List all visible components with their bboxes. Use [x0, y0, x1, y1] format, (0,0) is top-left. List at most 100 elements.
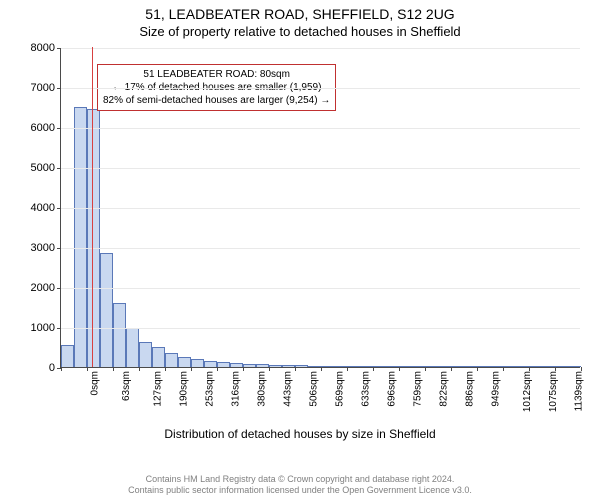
xtick-label: 253sqm	[205, 371, 216, 407]
xtick-mark	[529, 367, 530, 371]
ytick-mark	[57, 328, 61, 329]
xtick-mark	[451, 367, 452, 371]
xtick-mark	[399, 367, 400, 371]
xtick-mark	[503, 367, 504, 371]
bar	[464, 366, 476, 367]
ytick-mark	[57, 168, 61, 169]
bar	[347, 366, 359, 367]
bar	[373, 366, 385, 367]
annotation-line3: 82% of semi-detached houses are larger (…	[103, 94, 330, 107]
bar	[399, 366, 411, 367]
gridline-h	[61, 288, 580, 289]
bar	[61, 345, 73, 367]
gridline-h	[61, 248, 580, 249]
bar	[334, 366, 346, 367]
ytick-mark	[57, 88, 61, 89]
xtick-mark	[347, 367, 348, 371]
bar	[243, 364, 255, 367]
bar	[542, 366, 554, 367]
xtick-mark	[555, 367, 556, 371]
ytick-label: 7000	[31, 82, 55, 94]
xtick-mark	[139, 367, 140, 371]
bar	[529, 366, 541, 367]
bar	[100, 253, 112, 367]
gridline-h	[61, 328, 580, 329]
chart-wrap: Number of detached properties 51 LEADBEA…	[0, 40, 600, 445]
xtick-label: 1075sqm	[548, 371, 559, 412]
xtick-label: 1012sqm	[522, 371, 533, 412]
ytick-mark	[57, 248, 61, 249]
xtick-mark	[87, 367, 88, 371]
ytick-label: 6000	[31, 122, 55, 134]
gridline-h	[61, 208, 580, 209]
bar	[230, 363, 242, 367]
plot-area: 51 LEADBEATER ROAD: 80sqm ← 17% of detac…	[60, 48, 580, 368]
xtick-mark	[321, 367, 322, 371]
xtick-label: 696sqm	[387, 371, 398, 407]
bar	[126, 328, 138, 367]
xtick-mark	[243, 367, 244, 371]
bar	[490, 366, 502, 367]
xtick-mark	[425, 367, 426, 371]
bar	[412, 366, 424, 367]
xtick-mark	[61, 367, 62, 371]
bar	[425, 366, 437, 367]
xtick-mark	[295, 367, 296, 371]
gridline-h	[61, 128, 580, 129]
ytick-mark	[57, 288, 61, 289]
xtick-mark	[217, 367, 218, 371]
bar	[191, 359, 203, 367]
xtick-mark	[113, 367, 114, 371]
xtick-label: 886sqm	[465, 371, 476, 407]
bar	[555, 366, 567, 367]
gridline-h	[61, 168, 580, 169]
x-axis-label: Distribution of detached houses by size …	[0, 427, 600, 441]
ytick-label: 4000	[31, 202, 55, 214]
bar	[256, 364, 268, 367]
bar	[152, 347, 164, 367]
xtick-mark	[373, 367, 374, 371]
xtick-label: 443sqm	[283, 371, 294, 407]
xtick-label: 1139sqm	[573, 371, 584, 411]
xtick-label: 380sqm	[257, 371, 268, 407]
bar	[139, 342, 151, 367]
ytick-label: 1000	[31, 322, 55, 334]
xtick-label: 63sqm	[121, 371, 132, 401]
gridline-h	[61, 48, 580, 49]
bar	[165, 353, 177, 367]
xtick-mark	[581, 367, 582, 371]
bar	[360, 366, 372, 367]
page-title-line2: Size of property relative to detached ho…	[0, 22, 600, 39]
annotation-line1: 51 LEADBEATER ROAD: 80sqm	[103, 68, 330, 81]
bar	[295, 365, 307, 367]
bar	[217, 362, 229, 367]
ytick-label: 3000	[31, 242, 55, 254]
footer-attribution: Contains HM Land Registry data © Crown c…	[0, 474, 600, 496]
xtick-label: 822sqm	[439, 371, 450, 407]
xtick-label: 190sqm	[179, 371, 190, 407]
gridline-h	[61, 88, 580, 89]
bar	[178, 357, 190, 367]
xtick-label: 759sqm	[413, 371, 424, 407]
ytick-label: 5000	[31, 162, 55, 174]
footer-line1: Contains HM Land Registry data © Crown c…	[0, 474, 600, 485]
xtick-label: 949sqm	[491, 371, 502, 407]
chart-container: 51, LEADBEATER ROAD, SHEFFIELD, S12 2UG …	[0, 0, 600, 500]
xtick-label: 506sqm	[309, 371, 320, 407]
bar	[568, 366, 580, 367]
bar	[516, 366, 528, 367]
bar	[386, 366, 398, 367]
xtick-label: 127sqm	[153, 371, 164, 407]
bar	[438, 366, 450, 367]
bar	[282, 365, 294, 367]
ytick-mark	[57, 128, 61, 129]
xtick-label: 316sqm	[231, 371, 242, 407]
xtick-label: 633sqm	[361, 371, 372, 407]
property-marker-line	[92, 47, 93, 367]
xtick-label: 0sqm	[89, 371, 100, 395]
bar	[204, 361, 216, 367]
bar	[503, 366, 515, 367]
bar	[321, 366, 333, 367]
bar	[451, 366, 463, 367]
ytick-label: 0	[49, 362, 55, 374]
